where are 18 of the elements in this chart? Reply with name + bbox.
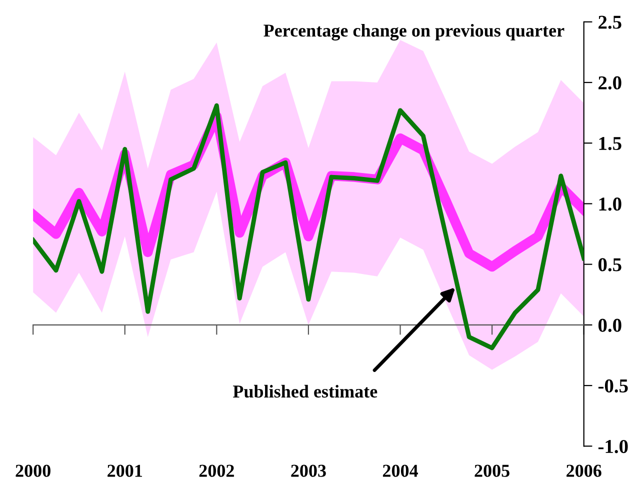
chart-title: Percentage change on previous quarter xyxy=(264,24,564,41)
x-tick-label: 2000 xyxy=(16,464,50,477)
y-tick-label: -1.0 xyxy=(598,440,628,454)
y-tick-label: 2.5 xyxy=(598,16,622,29)
x-tick-label: 2004 xyxy=(382,464,418,477)
x-tick-label: 2002 xyxy=(199,464,234,477)
y-tick-label: 0.0 xyxy=(598,318,622,332)
x-tick-label: 2003 xyxy=(291,464,326,477)
x-tick-label: 2005 xyxy=(474,464,510,477)
annotation: Published estimate xyxy=(232,384,378,398)
y-tick-label: 1.5 xyxy=(599,137,622,150)
y-tick-label: -0.5 xyxy=(598,379,628,393)
y-tick-label: 0.5 xyxy=(598,258,622,272)
y-tick-label: 1.0 xyxy=(599,198,622,211)
line-series xyxy=(33,103,584,350)
x-tick-label: 2006 xyxy=(566,464,602,477)
x-tick-label: 2001 xyxy=(108,464,142,477)
y-tick-label: 2.0 xyxy=(598,76,622,90)
